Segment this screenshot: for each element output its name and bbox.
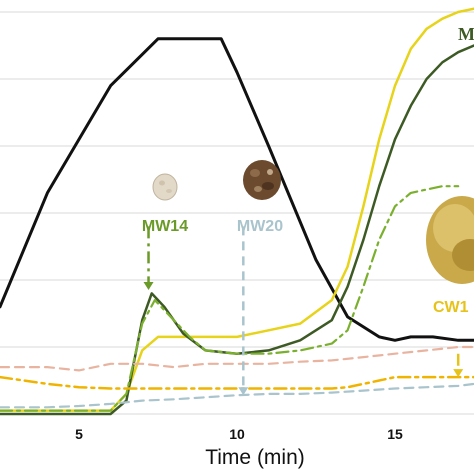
annotation-label-mw20: MW20 [237,218,283,235]
annotation-label-m: M [458,24,474,44]
x-tick-label: 10 [229,426,245,442]
cw1-particle-image [426,196,474,284]
series-line-2 [0,7,474,412]
series-line-4 [0,185,460,412]
x-tick-label: 15 [387,426,403,442]
series-line-5 [0,345,474,372]
annotation-group: MW14 MW20 CW1 M [142,24,474,396]
series-line-7 [0,382,474,409]
mw14-particle-image [152,173,178,201]
series-line-3 [0,44,474,416]
series-line-6 [0,375,474,390]
series-line-1 [0,37,474,342]
grid-lines [0,11,474,415]
x-axis-title: Time (min) [205,446,305,469]
annotation-arrowhead-cw1 [453,369,464,378]
x-tick-label: 5 [75,426,83,442]
mw20-particle-image [243,160,281,200]
annotation-label-cw1: CW1 [433,299,469,316]
x-tick-labels: 5 10 15 [75,426,403,442]
particle-images [152,160,474,284]
annotation-label-mw14: MW14 [142,218,188,235]
annotation-arrowhead-mw14 [143,282,154,291]
annotation-arrowhead-mw20 [238,387,249,396]
series-group [0,7,474,416]
